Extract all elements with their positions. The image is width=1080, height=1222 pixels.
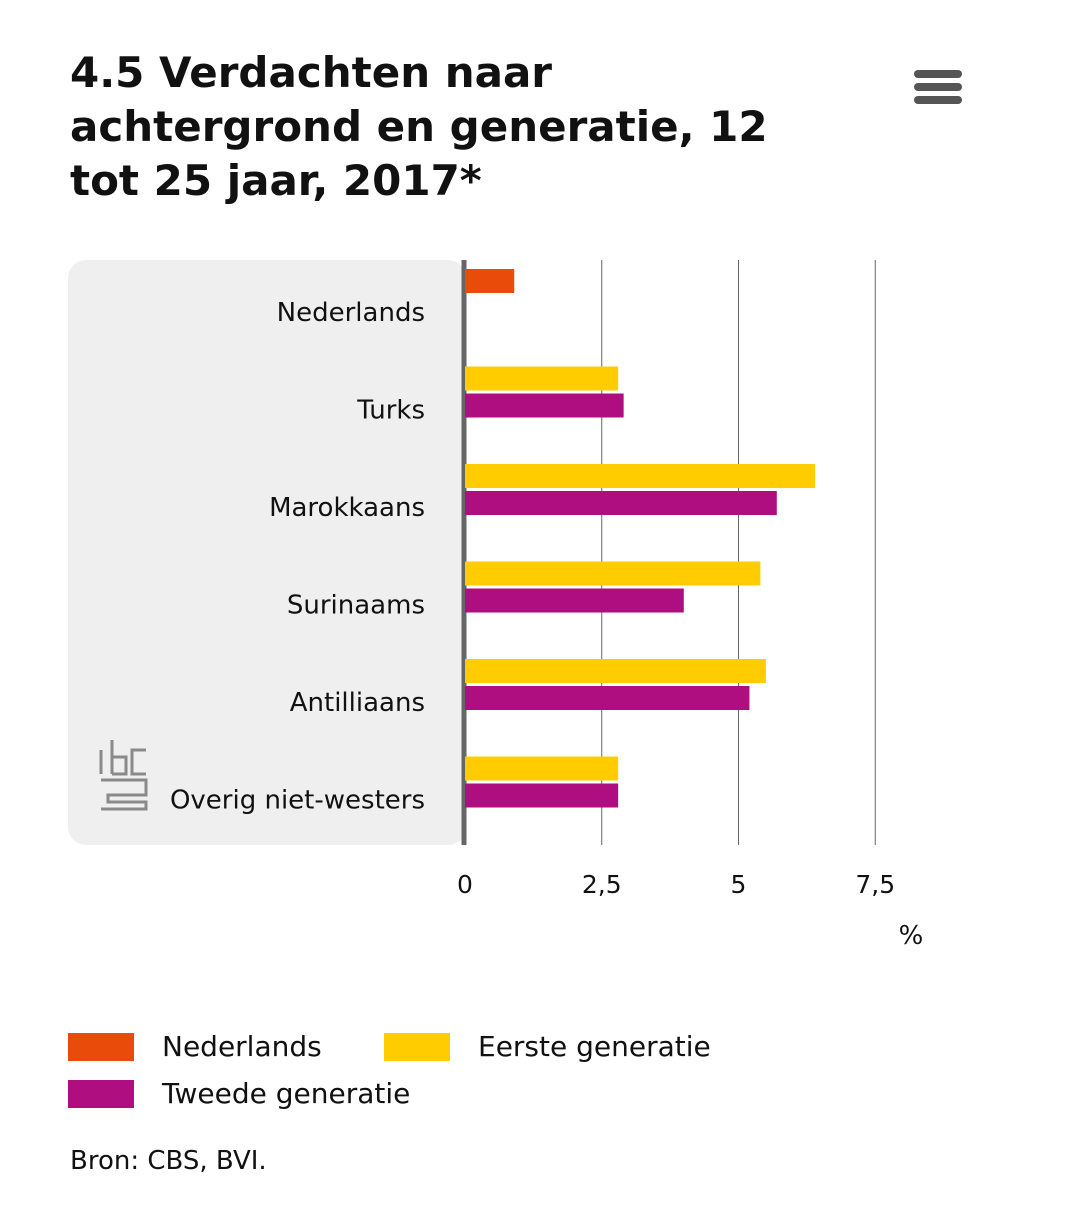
category-label: Marokkaans: [269, 493, 425, 523]
chart-title: 4.5 Verdachten naar achtergrond en gener…: [70, 48, 768, 205]
category-label: Turks: [356, 396, 425, 426]
menu-line: [914, 96, 962, 104]
bar-tweede-generatie-surinaams[interactable]: [465, 588, 684, 613]
category-label: Surinaams: [287, 591, 425, 621]
bar-tweede-generatie-antilliaans[interactable]: [465, 686, 750, 710]
source-note: Bron: CBS, BVI.: [70, 1146, 267, 1176]
bar-eerste-generatie-marokkaans[interactable]: [465, 464, 816, 488]
legend-swatch-tweede-generatie: [68, 1079, 134, 1108]
legend-label: Eerste generatie: [478, 1030, 711, 1063]
x-tick-label: 7,5: [855, 870, 895, 899]
category-panel: [68, 260, 466, 845]
legend-item-eerste-generatie: Eerste generatie: [384, 1030, 711, 1063]
bar-eerste-generatie-turks[interactable]: [465, 366, 619, 391]
legend-item-tweede-generatie: Tweede generatie: [68, 1077, 410, 1110]
category-label: Overig niet-westers: [170, 786, 425, 816]
x-tick-label: 2,5: [582, 870, 622, 899]
legend: Nederlands Eerste generatie Tweede gener…: [68, 1026, 968, 1126]
bar-tweede-generatie-marokkaans[interactable]: [465, 491, 777, 515]
menu-line: [914, 70, 962, 78]
bar-eerste-generatie-surinaams[interactable]: [465, 561, 761, 586]
bar-tweede-generatie-turks[interactable]: [465, 393, 624, 418]
bar-chart: Nederlands Turks Marokkaans Surinaams Antill…: [68, 260, 924, 951]
x-tick-label: 0: [457, 870, 473, 899]
legend-label: Tweede generatie: [162, 1077, 411, 1110]
legend-swatch-eerste-generatie: [384, 1032, 450, 1061]
bar-tweede-generatie-overig-niet-westers[interactable]: [465, 783, 619, 808]
category-label: Nederlands: [277, 298, 425, 328]
bar-eerste-generatie-overig-niet-westers[interactable]: [465, 756, 619, 781]
legend-label: Nederlands: [162, 1030, 322, 1063]
x-tick-label: 5: [731, 870, 747, 899]
hamburger-menu-icon[interactable]: [914, 70, 962, 108]
legend-item-nederlands: Nederlands: [68, 1030, 322, 1063]
cbs-logo: [99, 740, 148, 811]
bar-nederlands-nederlands[interactable]: [465, 269, 515, 293]
menu-line: [914, 83, 962, 91]
legend-swatch-nederlands: [68, 1032, 134, 1061]
x-unit-label: %: [899, 921, 924, 951]
category-label: Antilliaans: [290, 688, 425, 718]
bar-eerste-generatie-antilliaans[interactable]: [465, 659, 766, 683]
